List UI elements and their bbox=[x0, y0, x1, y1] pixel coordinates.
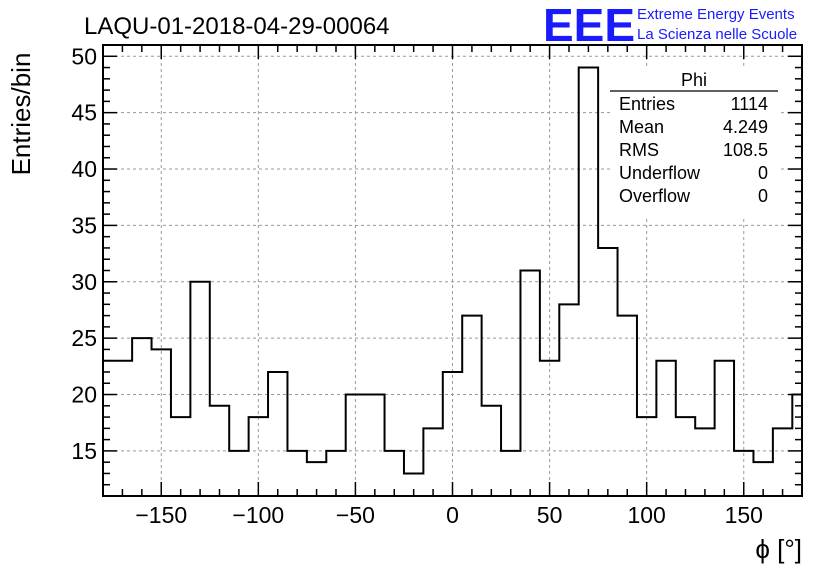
y-tick-label: 20 bbox=[71, 382, 97, 408]
y-tick-label: 35 bbox=[71, 212, 97, 238]
histogram-bin bbox=[113, 361, 132, 496]
histogram-layer bbox=[102, 66, 803, 497]
x-tick-label: 150 bbox=[725, 502, 763, 528]
histogram-bin bbox=[559, 304, 578, 496]
stats-row-value: 108.5 bbox=[723, 140, 768, 160]
stats-row-label: Mean bbox=[619, 117, 664, 137]
eee-logo: EEE Extreme Energy Events La Scienza nel… bbox=[543, 0, 797, 51]
histogram-bin bbox=[656, 361, 675, 496]
histogram-bin bbox=[695, 428, 714, 496]
axis-layer: −150 −100 −50 0 50 100 150 15 20 25 30 35 40 45 50 bbox=[71, 43, 803, 528]
histogram-bin bbox=[598, 248, 617, 496]
histogram-bin bbox=[540, 361, 559, 496]
histogram-bin bbox=[132, 338, 151, 496]
stats-row-value: 0 bbox=[758, 163, 768, 183]
histogram-outline bbox=[102, 66, 803, 496]
histogram-bin bbox=[715, 361, 734, 496]
stats-rows: Entries 1114 Mean 4.249 RMS 108.5 Underflow 0 Ov… bbox=[619, 94, 768, 206]
histogram-bin bbox=[792, 395, 802, 496]
x-tick-label: 0 bbox=[446, 502, 459, 528]
histogram-bin bbox=[482, 406, 501, 496]
stats-row-label: RMS bbox=[619, 140, 659, 160]
x-tick-label: −150 bbox=[135, 502, 187, 528]
histogram-bin bbox=[190, 282, 209, 496]
histogram-bin bbox=[676, 417, 695, 496]
x-axis-title: ϕ [°] bbox=[755, 534, 802, 564]
x-tick-label: 50 bbox=[537, 502, 563, 528]
stats-row-value: 4.249 bbox=[723, 117, 768, 137]
eee-logo-mark: EEE bbox=[543, 0, 635, 51]
stats-row-value: 0 bbox=[758, 186, 768, 206]
stats-row-label: Underflow bbox=[619, 163, 701, 183]
histogram-bin bbox=[618, 316, 637, 496]
histogram-bin bbox=[365, 395, 384, 496]
histogram-bin bbox=[268, 372, 287, 496]
x-tick-label: −50 bbox=[336, 502, 375, 528]
histogram-bin bbox=[346, 395, 365, 496]
y-tick-label: 45 bbox=[71, 100, 97, 126]
stats-row-label: Overflow bbox=[619, 186, 691, 206]
histogram-bin bbox=[171, 417, 190, 496]
logo-line-1: Extreme Energy Events bbox=[637, 6, 795, 23]
y-tick-label: 40 bbox=[71, 156, 97, 182]
stats-title: Phi bbox=[681, 70, 707, 90]
histogram-bin bbox=[462, 316, 481, 496]
logo-line-2: La Scienza nelle Scuole bbox=[637, 26, 797, 43]
y-tick-label: 30 bbox=[71, 269, 97, 295]
y-tick-label: 25 bbox=[71, 325, 97, 351]
stats-box-background bbox=[610, 68, 778, 218]
stats-row-label: Entries bbox=[619, 94, 675, 114]
x-tick-label: 100 bbox=[627, 502, 665, 528]
stats-box: Phi Entries 1114 Mean 4.249 RMS 108.5 Underflo… bbox=[610, 68, 778, 218]
histogram-bin bbox=[423, 428, 442, 496]
chart-title: LAQU-01-2018-04-29-00064 bbox=[84, 13, 390, 40]
stats-row-value: 1114 bbox=[731, 94, 768, 114]
y-axis-title: Entries/bin bbox=[6, 53, 36, 176]
grid-layer bbox=[103, 45, 802, 496]
y-tick-label: 15 bbox=[71, 438, 97, 464]
histogram-bin bbox=[773, 428, 792, 496]
histogram-bin bbox=[520, 271, 539, 497]
y-tick-label: 50 bbox=[71, 43, 97, 69]
x-tick-label: −100 bbox=[232, 502, 284, 528]
